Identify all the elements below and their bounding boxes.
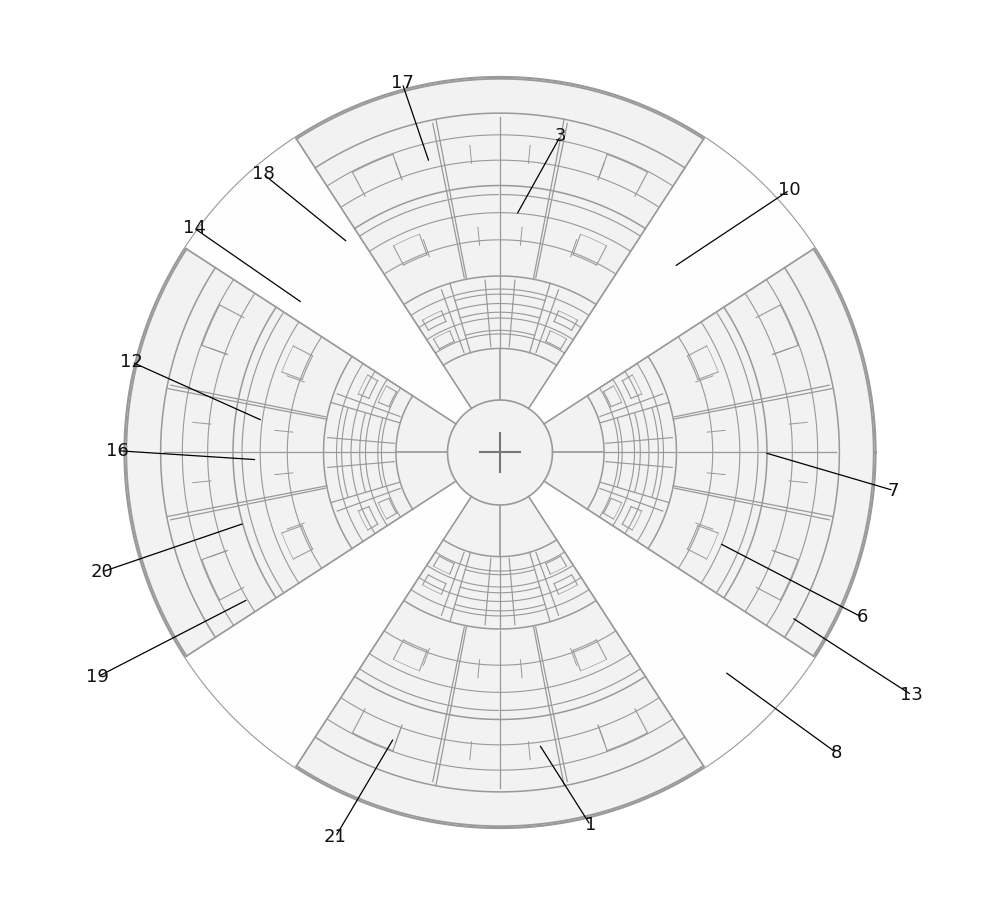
Polygon shape	[186, 481, 471, 767]
Text: 7: 7	[888, 481, 899, 500]
Text: 14: 14	[183, 219, 206, 237]
Polygon shape	[529, 481, 814, 767]
Polygon shape	[124, 77, 876, 828]
Text: 6: 6	[856, 608, 868, 626]
Text: 3: 3	[555, 127, 566, 145]
Text: 13: 13	[900, 686, 923, 704]
Text: 19: 19	[86, 668, 109, 686]
Text: 8: 8	[831, 744, 842, 762]
Text: 20: 20	[90, 563, 113, 581]
Text: 1: 1	[585, 816, 596, 834]
Text: 18: 18	[252, 165, 274, 183]
Polygon shape	[529, 138, 814, 424]
Text: 10: 10	[778, 181, 801, 199]
Text: 21: 21	[324, 828, 347, 846]
Text: 16: 16	[106, 442, 129, 460]
Text: 12: 12	[120, 353, 143, 371]
Text: 17: 17	[391, 74, 414, 92]
Polygon shape	[186, 138, 471, 424]
